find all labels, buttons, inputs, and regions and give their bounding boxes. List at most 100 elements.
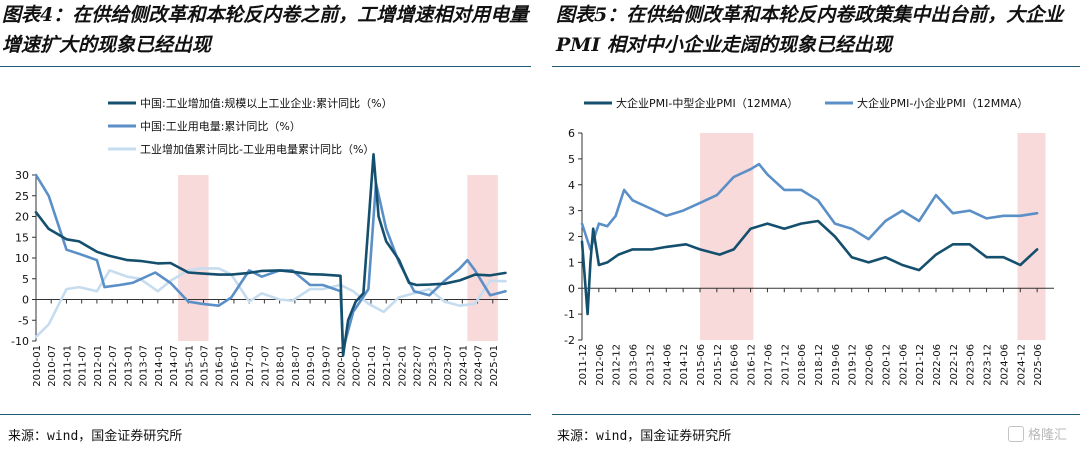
right-x-tick-label: 2020-12 <box>881 344 892 386</box>
left-y-tick-label: 25 <box>15 190 29 203</box>
right-legend-label-2: 大企业PMI-小企业PMI（12MMA） <box>857 96 1028 110</box>
left-x-tick-label: 2020-07 <box>352 345 363 387</box>
left-x-tick-label: 2019-07 <box>321 345 332 387</box>
left-x-tick-label: 2016-07 <box>230 345 241 387</box>
left-x-tick-label: 2023-01 <box>428 345 439 387</box>
left-shaded-period-1 <box>178 175 209 341</box>
left-y-tick-label: 0 <box>22 294 29 307</box>
right-x-tick-label: 2017-12 <box>780 344 791 386</box>
left-y-tick-label: -10 <box>11 335 29 348</box>
left-series-line-1 <box>34 153 507 357</box>
left-x-tick-label: 2018-01 <box>276 345 287 387</box>
right-y-tick-label: 6 <box>568 127 575 140</box>
right-x-tick-label: 2014-06 <box>662 344 673 386</box>
right-y-tick-label: 3 <box>568 205 575 218</box>
right-legend-label-1: 大企业PMI-中型企业PMI（12MMA） <box>616 96 798 110</box>
source-note-right: 来源：wind，国金证券研究所 <box>557 429 732 444</box>
right-x-tick-label: 2021-06 <box>898 344 909 386</box>
right-x-tick-label: 2023-12 <box>983 344 994 386</box>
right-y-tick-label: 0 <box>568 282 575 295</box>
right-y-tick-label: 1 <box>568 256 575 269</box>
right-y-tick-label: -1 <box>564 308 575 321</box>
right-x-tick-label: 2024-06 <box>999 344 1010 386</box>
right-y-tick-label: -2 <box>564 334 575 347</box>
divider-right-top <box>552 66 1080 67</box>
right-x-tick-label: 2015-12 <box>713 344 724 386</box>
right-x-tick-label: 2018-12 <box>814 344 825 386</box>
right-x-tick-label: 2011-12 <box>578 344 589 386</box>
left-x-tick-label: 2012-01 <box>93 345 104 387</box>
left-x-tick-label: 2014-07 <box>169 345 180 387</box>
left-legend-label-1: 中国:工业增加值:规模以上工业企业:累计同比（%） <box>140 96 393 110</box>
left-x-tick-label: 2021-07 <box>382 345 393 387</box>
right-x-tick-label: 2016-06 <box>730 344 741 386</box>
left-y-tick-label: 5 <box>22 273 29 286</box>
right-x-tick-label: 2013-06 <box>629 344 640 386</box>
right-y-tick-label: 4 <box>568 179 575 192</box>
left-x-tick-label: 2011-07 <box>78 345 89 387</box>
left-x-tick-label: 2018-07 <box>291 345 302 387</box>
left-x-tick-label: 2017-07 <box>260 345 271 387</box>
left-x-tick-label: 2024-07 <box>474 345 485 387</box>
left-x-tick-label: 2015-07 <box>199 345 210 387</box>
left-series-line-3 <box>34 267 507 339</box>
chart-title-left: 图表4：在供给侧改革和本轮反内卷之前，工增增速相对用电量增速扩大的现象已经出现 <box>2 4 529 56</box>
right-x-tick-label: 2024-12 <box>1016 344 1027 386</box>
right-y-tick-label: 5 <box>568 153 575 166</box>
right-x-tick-label: 2019-06 <box>831 344 842 386</box>
divider-left-bottom <box>0 414 531 415</box>
left-y-tick-label: 10 <box>15 252 29 265</box>
right-x-tick-label: 2025-06 <box>1033 344 1044 386</box>
right-x-tick-label: 2016-12 <box>747 344 758 386</box>
left-x-tick-label: 2017-01 <box>245 345 256 387</box>
right-x-tick-label: 2015-06 <box>696 344 707 386</box>
left-x-tick-label: 2022-07 <box>413 345 424 387</box>
left-x-tick-label: 2013-01 <box>123 345 134 387</box>
left-legend-label-3: 工业增加值累计同比-工业用电量累计同比（%） <box>140 142 374 156</box>
left-x-tick-label: 2013-07 <box>139 345 150 387</box>
right-x-tick-label: 2021-12 <box>915 344 926 386</box>
right-x-tick-label: 2012-06 <box>595 344 606 386</box>
left-y-tick-label: -5 <box>18 314 29 327</box>
right-series-line-2 <box>580 162 1039 251</box>
left-x-tick-label: 2021-01 <box>367 345 378 387</box>
left-legend-label-2: 中国:工业用电量:累计同比（%） <box>140 120 301 133</box>
left-shaded-period-2 <box>467 175 498 341</box>
right-x-tick-label: 2022-12 <box>949 344 960 386</box>
right-x-tick-label: 2018-06 <box>797 344 808 386</box>
left-y-tick-label: 15 <box>15 231 29 244</box>
left-series-line-2 <box>34 173 507 351</box>
left-x-tick-label: 2016-01 <box>215 345 226 387</box>
right-x-tick-label: 2022-06 <box>932 344 943 386</box>
left-x-tick-label: 2025-01 <box>489 345 500 387</box>
left-x-tick-label: 2012-07 <box>108 345 119 387</box>
left-x-tick-label: 2022-01 <box>397 345 408 387</box>
left-y-tick-label: 20 <box>15 211 29 224</box>
right-x-tick-label: 2019-12 <box>848 344 859 386</box>
chart-title-right: 图表5：在供给侧改革和本轮反内卷政策集中出台前，大企业 PMI 相对中小企业走阔… <box>556 4 1064 56</box>
right-series-line-1 <box>580 219 1039 316</box>
left-x-tick-label: 2023-07 <box>443 345 454 387</box>
source-note-left: 来源：wind，国金证券研究所 <box>8 429 183 444</box>
right-shaded-period-2 <box>1017 133 1046 340</box>
left-x-tick-label: 2020-01 <box>337 345 348 387</box>
divider-right-bottom <box>552 414 1080 415</box>
right-x-tick-label: 2020-06 <box>865 344 876 386</box>
left-y-tick-label: 30 <box>15 169 29 182</box>
left-x-tick-label: 2010-01 <box>32 345 43 387</box>
divider-left-top <box>0 66 531 67</box>
right-chart: -2 -1 0 1 2 3 4 5 6 2011-12 2012-06 2012-12 2013-06 2… <box>564 96 1054 386</box>
left-x-tick-label: 2014-01 <box>154 345 165 387</box>
watermark-logo-icon <box>1008 426 1024 442</box>
right-x-tick-label: 2012-12 <box>612 344 623 386</box>
right-x-tick-label: 2023-06 <box>966 344 977 386</box>
left-chart: -10 -5 0 5 10 15 20 25 30 2010-01 2010-07 2011-01 20… <box>11 96 508 387</box>
right-y-tick-label: 2 <box>568 231 575 244</box>
left-x-tick-label: 2024-01 <box>458 345 469 387</box>
right-x-tick-label: 2014-12 <box>679 344 690 386</box>
watermark-text: 格隆汇 <box>1028 428 1068 443</box>
left-x-tick-label: 2015-01 <box>184 345 195 387</box>
left-x-tick-label: 2010-07 <box>47 345 58 387</box>
right-x-tick-label: 2013-12 <box>645 344 656 386</box>
watermark: 格隆汇 <box>1008 424 1067 443</box>
